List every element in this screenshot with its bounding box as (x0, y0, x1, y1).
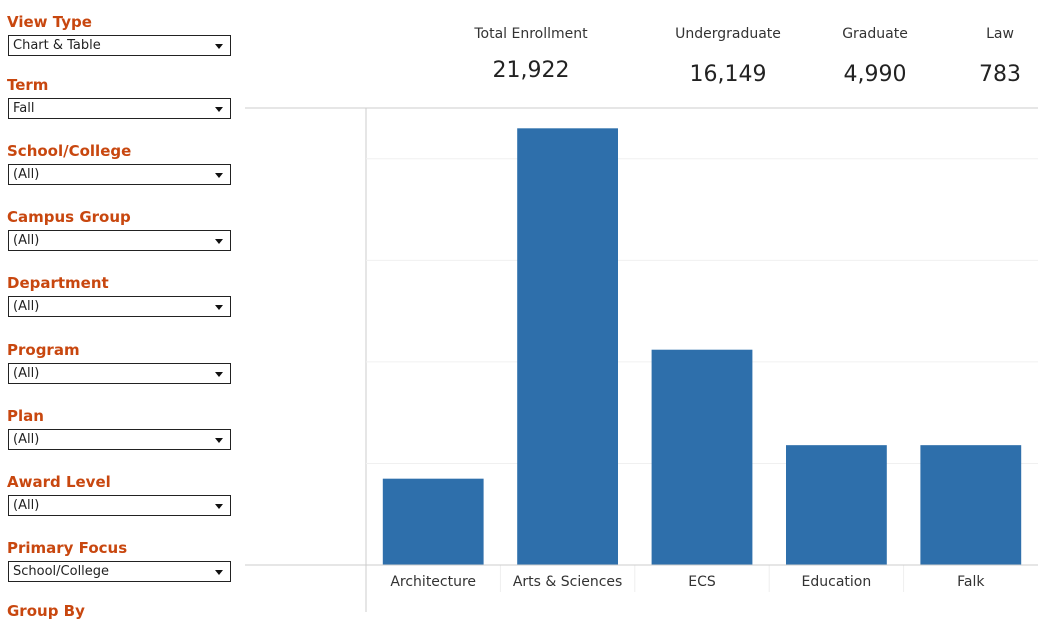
kpi-label: Total Enrollment (474, 26, 588, 42)
bar (651, 349, 753, 565)
x-tick-label: Education (802, 574, 872, 590)
kpi-value: 16,149 (689, 62, 767, 87)
filter-dropdown[interactable]: School/College (8, 561, 231, 582)
kpi-value: 783 (979, 62, 1021, 87)
x-tick-label: ECS (688, 574, 716, 590)
filter-label: Department (7, 274, 109, 292)
x-tick-label: Falk (957, 574, 985, 590)
filter-dropdown[interactable]: (All) (8, 296, 231, 317)
filter-dropdown[interactable]: (All) (8, 429, 231, 450)
filter-label: Program (7, 341, 80, 359)
filter-label: Plan (7, 407, 44, 425)
x-tick-label: Architecture (390, 574, 476, 590)
kpi-value: 21,922 (492, 58, 570, 83)
kpi-label: Undergraduate (675, 26, 781, 42)
filter-label: Primary Focus (7, 539, 128, 557)
x-tick-label: Arts & Sciences (513, 574, 623, 590)
kpi-label: Graduate (842, 26, 908, 42)
bar (786, 445, 887, 565)
filter-dropdown[interactable]: (All) (8, 164, 231, 185)
filter-dropdown[interactable]: (All) (8, 230, 231, 251)
filter-label: Award Level (7, 473, 111, 491)
filter-label: Term (7, 76, 49, 94)
kpi-value: 4,990 (843, 62, 907, 87)
filter-label: View Type (7, 13, 92, 31)
bar (382, 478, 484, 565)
filter-dropdown[interactable]: (All) (8, 363, 231, 384)
bar (517, 128, 618, 566)
filter-dropdown[interactable]: Chart & Table (8, 35, 231, 56)
filter-label: Group By (7, 602, 85, 620)
kpi-label: Law (986, 26, 1014, 42)
filter-dropdown[interactable]: (All) (8, 495, 231, 516)
filter-label: Campus Group (7, 208, 131, 226)
filter-dropdown[interactable]: Fall (8, 98, 231, 119)
bar (920, 445, 1022, 565)
filter-label: School/College (7, 142, 132, 160)
